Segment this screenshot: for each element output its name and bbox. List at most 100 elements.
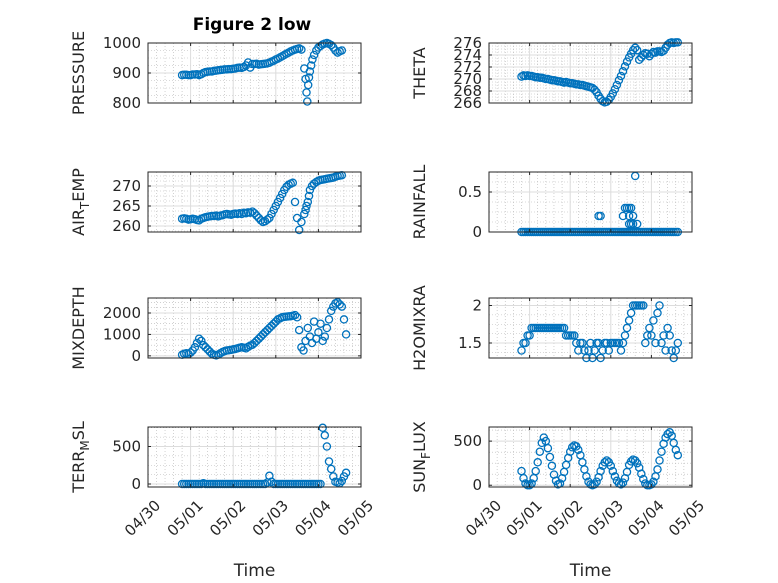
data-point	[659, 331, 668, 340]
data-point	[614, 338, 624, 348]
data-point	[628, 45, 638, 55]
data-point	[574, 445, 583, 455]
y-axis-label: H2OMIXRA	[410, 285, 429, 371]
data-point	[649, 477, 658, 486]
data-point	[620, 331, 630, 340]
y-tick-label: 0	[131, 475, 141, 493]
y-tick-label: 266	[453, 94, 482, 112]
data-point	[254, 334, 264, 343]
data-point	[586, 338, 595, 348]
data-point	[258, 330, 268, 339]
data-series	[517, 38, 683, 107]
data-point	[199, 340, 208, 350]
y-tick-label: 900	[112, 64, 141, 82]
data-point	[574, 346, 583, 355]
data-point	[535, 447, 545, 456]
axes-box	[488, 297, 693, 359]
data-point	[543, 443, 553, 453]
data-point	[252, 336, 261, 346]
y-tick-label: 2000	[103, 304, 141, 322]
data-point	[643, 331, 652, 340]
data-point	[620, 62, 630, 71]
data-point	[632, 458, 642, 468]
data-point	[326, 306, 336, 316]
axes-box	[488, 42, 693, 104]
data-point	[260, 328, 270, 337]
data-point	[559, 323, 569, 333]
data-point	[316, 479, 325, 489]
data-point	[309, 179, 319, 188]
data-point	[318, 336, 327, 346]
data-point	[194, 334, 204, 343]
data-series	[517, 428, 683, 490]
data-point	[531, 466, 540, 476]
y-tick-label: 1.5	[458, 334, 482, 352]
data-point	[653, 465, 662, 474]
data-point	[241, 344, 251, 353]
data-point	[647, 331, 656, 340]
data-point	[303, 197, 313, 207]
data-point	[667, 346, 676, 355]
data-point	[651, 338, 660, 348]
data-point	[602, 338, 611, 348]
data-point	[614, 75, 624, 85]
y-tick-label: 274	[453, 46, 482, 64]
data-point	[275, 193, 285, 203]
data-point	[197, 336, 206, 346]
data-point	[299, 346, 308, 355]
y-tick-label: 0	[472, 476, 482, 494]
data-series	[177, 298, 351, 360]
data-point	[517, 346, 526, 355]
data-point	[608, 466, 618, 476]
data-series	[517, 301, 683, 363]
data-point	[673, 38, 683, 47]
data-point	[267, 321, 276, 331]
data-point	[594, 338, 603, 348]
data-point	[294, 325, 304, 335]
data-point	[630, 43, 640, 53]
x-tick-label: 04/30	[121, 497, 164, 540]
data-point	[302, 88, 311, 97]
data-point	[294, 225, 304, 235]
data-point	[673, 450, 683, 460]
x-tick-label: 05/04	[291, 497, 334, 540]
data-point	[324, 457, 334, 466]
y-tick-label: 500	[112, 438, 141, 456]
data-point	[308, 55, 317, 64]
data-point	[645, 323, 654, 333]
data-point	[256, 216, 266, 225]
data-point	[606, 461, 616, 471]
data-point	[533, 458, 542, 467]
data-point	[637, 469, 646, 479]
data-point	[592, 477, 601, 486]
x-axis-label: Time	[569, 561, 612, 581]
subplot-pressure: 800 900 1000 PRESSURE	[69, 31, 362, 115]
subplot-terr-msl: 0 500 04/30 05/01 05/02 05/03 05/04 05/05 Time TE…	[69, 421, 377, 581]
data-point	[288, 178, 298, 188]
data-point	[624, 211, 634, 221]
data-point	[290, 310, 300, 320]
y-tick-label: 0.5	[458, 183, 482, 201]
data-point	[316, 319, 325, 328]
plot-area	[148, 298, 361, 358]
data-point	[537, 438, 547, 448]
data-point	[610, 84, 620, 94]
x-tick-label: 05/01	[503, 497, 546, 540]
data-point	[641, 338, 650, 348]
y-tick-label: 1000	[103, 325, 141, 343]
data-point	[307, 338, 317, 348]
data-point	[665, 331, 674, 340]
x-axis-label: Time	[233, 561, 276, 581]
data-point	[590, 85, 599, 95]
plot-area	[148, 427, 361, 487]
y-axis-label: THETA	[410, 47, 429, 99]
data-point	[243, 342, 253, 352]
data-point	[265, 323, 274, 333]
x-tick-label: 05/05	[334, 497, 377, 540]
data-point	[337, 302, 347, 311]
data-point	[305, 185, 315, 195]
data-point	[326, 464, 336, 474]
y-tick-label: 0	[131, 347, 141, 365]
